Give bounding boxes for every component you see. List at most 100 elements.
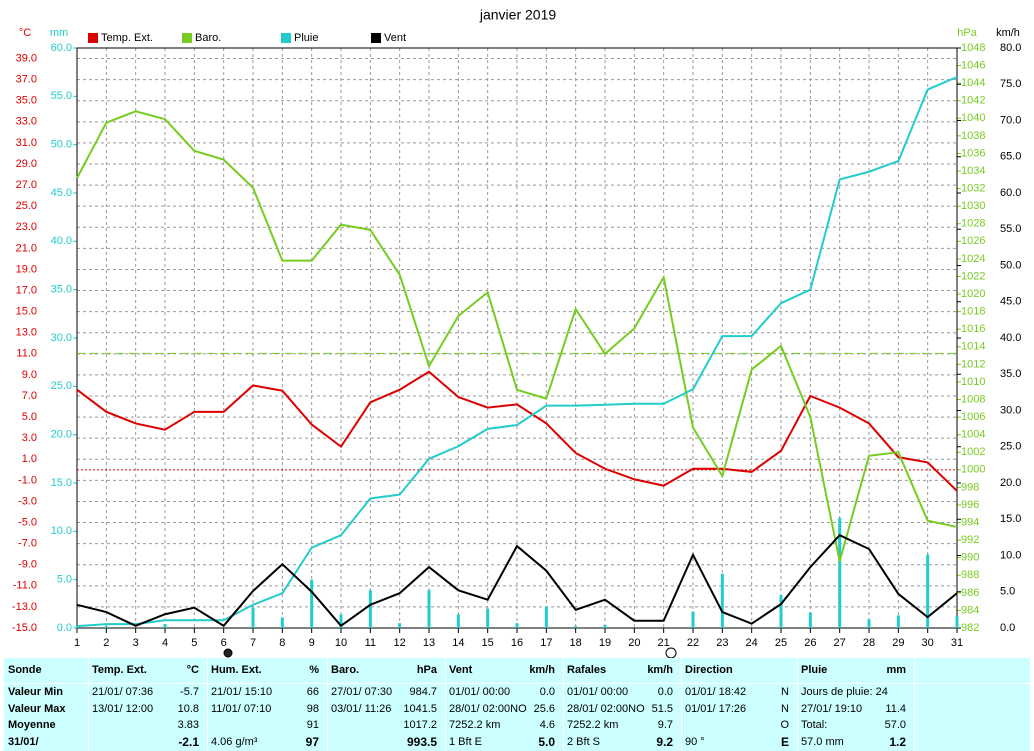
y-tick-label: 11.0 — [16, 348, 37, 360]
y3-tick-label: 994 — [961, 516, 979, 528]
cell-value: 25.6 — [533, 703, 555, 715]
x-tick-label: 17 — [540, 637, 552, 649]
y-tick-label: -15.0 — [12, 622, 37, 634]
y3-tick-label: 1014 — [961, 341, 985, 353]
y-tick-label: 9.0 — [22, 369, 37, 381]
chart: janvier 2019 °C mm hPa km/h 1 2 3 4 5 6 7 8 9 10 1… — [12, 7, 1021, 659]
moon-icon — [223, 648, 233, 658]
cell-value: E — [780, 735, 789, 749]
y-tick-label: 39.0 — [16, 52, 37, 64]
cell-value: -5.7 — [180, 686, 199, 698]
y3-tick-label: 1018 — [961, 306, 985, 318]
y3-tick-label: 992 — [961, 534, 979, 546]
y-tick-label: 7.0 — [22, 390, 37, 402]
y-tick-label: 23.0 — [16, 221, 37, 233]
y4-tick-label: 10.0 — [1000, 549, 1021, 561]
x-tick-label: 9 — [309, 637, 315, 649]
column-divider — [563, 658, 564, 751]
rain-bar — [486, 608, 490, 628]
cell-value: km/h — [647, 664, 673, 676]
rain-bar — [427, 590, 431, 628]
y3-tick-label: 1002 — [961, 446, 985, 458]
cell-label: 03/01/ 11:26 — [331, 703, 392, 715]
y3-tick-label: 1038 — [961, 130, 985, 142]
y3-tick-label: 1040 — [961, 112, 985, 124]
cell-value: 1041.5 — [403, 703, 437, 715]
y3-tick-label: 998 — [961, 481, 979, 493]
cell-label: 01/01/ 00:00 — [567, 686, 629, 698]
y-axis-unit: °C — [19, 27, 31, 39]
cell-label: 31/01/ — [8, 736, 39, 748]
rain-bar — [808, 612, 812, 628]
cell-label: 01/01/ 00:00 — [449, 686, 511, 698]
rain-bar — [779, 595, 783, 628]
y3-tick-label: 1048 — [961, 42, 985, 54]
column-divider — [207, 658, 208, 751]
x-tick-label: 6 — [221, 637, 227, 649]
y-tick-label: 13.0 — [16, 327, 37, 339]
y4-tick-label: 75.0 — [1000, 78, 1021, 90]
series-line — [76, 110, 958, 562]
cell-label: Rafales — [567, 664, 607, 676]
y-tick-label: -7.0 — [18, 538, 37, 550]
cell-label: 01/01/ 17:26 — [685, 703, 747, 715]
y3-tick-label: 1028 — [961, 218, 985, 230]
y2-axis-unit: mm — [50, 27, 68, 39]
y4-tick-label: 65.0 — [1000, 151, 1021, 163]
y-tick-label: 17.0 — [16, 284, 37, 296]
y3-tick-label: 996 — [961, 499, 979, 511]
x-tick-label: 31 — [951, 637, 963, 649]
cell-label: 7252.2 km — [449, 719, 501, 731]
cell-label: 7252.2 km — [567, 719, 619, 731]
rain-bar — [75, 626, 79, 628]
y4-tick-label: 20.0 — [1000, 477, 1021, 489]
rain-bar — [896, 615, 900, 628]
x-tick-label: 5 — [191, 637, 197, 649]
x-tick-label: 19 — [599, 637, 611, 649]
y2-tick-label: 40.0 — [51, 235, 72, 247]
y-tick-label: 29.0 — [16, 158, 37, 170]
cell-label: 21/01/ 07:36 — [92, 686, 154, 698]
rain-bar — [544, 606, 548, 628]
cell-value: 9.2 — [656, 735, 673, 749]
y4-tick-label: 50.0 — [1000, 259, 1021, 271]
legend-label: Temp. Ext. — [101, 32, 153, 44]
y3-tick-label: 1030 — [961, 200, 985, 212]
y-tick-label: -1.0 — [18, 474, 37, 486]
rain-bar — [310, 579, 314, 628]
y-tick-label: 5.0 — [22, 411, 37, 423]
y4-axis-unit: km/h — [996, 27, 1020, 39]
y-tick-label: 33.0 — [16, 116, 37, 128]
rain-bar — [398, 623, 402, 628]
column-divider — [914, 658, 915, 751]
column-divider — [445, 658, 446, 751]
cell-value: 1.2 — [889, 735, 906, 749]
y2-tick-label: 50.0 — [51, 139, 72, 151]
cell-value: 0.0 — [539, 686, 555, 698]
rain-bar — [574, 626, 578, 628]
y2-tick-label: 55.0 — [51, 90, 72, 102]
y3-tick-label: 1024 — [961, 253, 985, 265]
rain-bar — [867, 619, 871, 628]
cell-label: 21/01/ 15:10 — [211, 686, 273, 698]
y4-tick-label: 25.0 — [1000, 441, 1021, 453]
y-tick-label: 1.0 — [22, 453, 37, 465]
cell-value: 3.83 — [177, 719, 199, 731]
cell-label: Valeur Min — [8, 686, 64, 698]
y3-tick-label: 1034 — [961, 165, 985, 177]
cell-value: 98 — [306, 703, 319, 715]
y4-tick-label: 80.0 — [1000, 42, 1021, 54]
cell-value: 11.4 — [885, 703, 906, 715]
y2-tick-label: 0.0 — [57, 622, 72, 634]
x-tick-label: 18 — [570, 637, 582, 649]
cell-value: km/h — [529, 664, 555, 676]
cell-value: % — [309, 664, 319, 676]
rain-bar — [368, 590, 372, 628]
y3-tick-label: 1020 — [961, 288, 985, 300]
cell-value: 984.7 — [409, 686, 437, 698]
y3-tick-label: 1006 — [961, 411, 985, 423]
y-tick-label: 37.0 — [16, 74, 37, 86]
y4-tick-label: 5.0 — [1000, 586, 1015, 598]
cell-label: Vent — [449, 664, 473, 676]
